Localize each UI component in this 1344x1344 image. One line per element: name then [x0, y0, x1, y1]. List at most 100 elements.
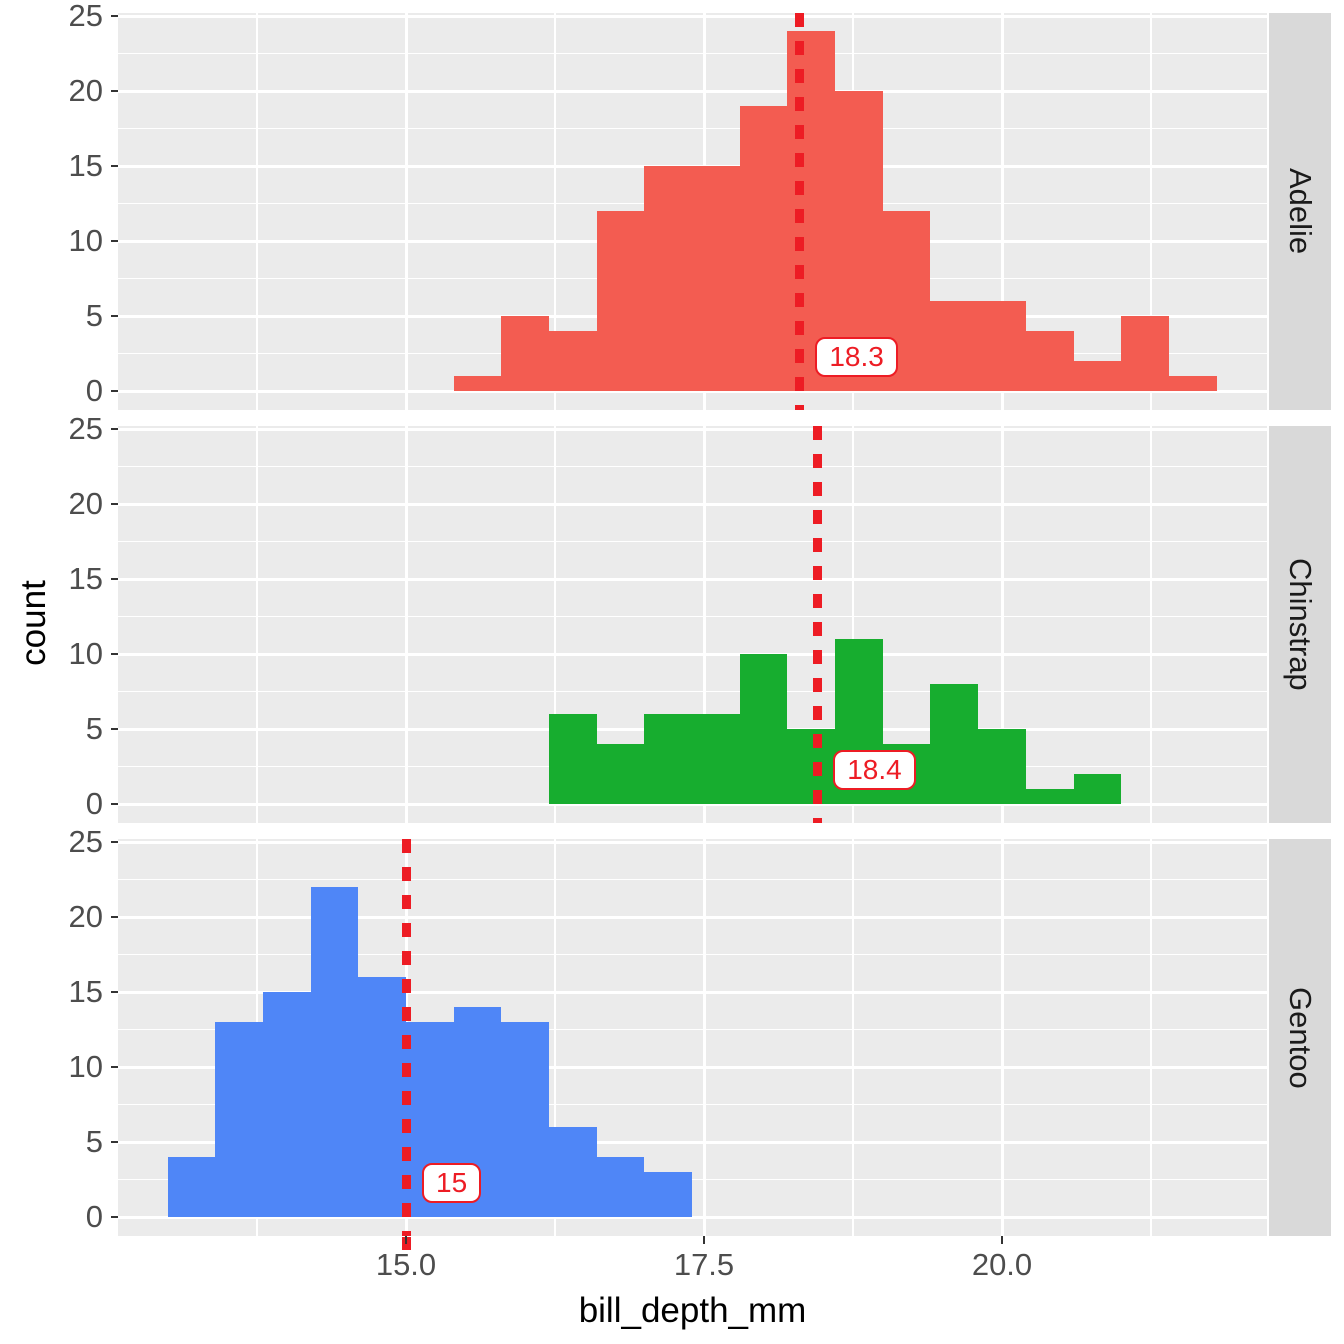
- histogram-bar: [1025, 789, 1074, 804]
- y-axis-tick-mark: [111, 14, 118, 18]
- y-tick-label: 25: [68, 0, 103, 33]
- gridline-minor: [118, 540, 1267, 543]
- gridline-major: [118, 802, 1267, 806]
- gridline-minor: [118, 1028, 1267, 1031]
- histogram-bar: [739, 654, 788, 804]
- histogram-bar: [167, 1157, 216, 1217]
- y-axis-tick-mark: [111, 577, 118, 581]
- histogram-bar: [1025, 331, 1074, 391]
- gridline-major: [404, 426, 408, 823]
- gridline-major: [118, 652, 1267, 656]
- histogram-bar: [644, 714, 693, 804]
- y-axis-tick-mark: [111, 727, 118, 731]
- histogram-bar: [358, 977, 406, 1217]
- gridline-major: [118, 502, 1267, 506]
- facet-strip-gentoo: Gentoo: [1269, 839, 1331, 1236]
- gridline-major: [702, 839, 706, 1236]
- gridline-minor: [1150, 426, 1152, 823]
- histogram-bar: [453, 376, 502, 391]
- histogram-bar: [1073, 774, 1122, 804]
- y-tick-label: 25: [68, 411, 103, 446]
- histogram-bar: [549, 331, 597, 391]
- histogram-bar: [1168, 376, 1217, 391]
- gridline-major: [118, 14, 1267, 18]
- histogram-bar: [596, 211, 645, 391]
- y-axis-tick-mark: [111, 1065, 118, 1069]
- histogram-bar: [1121, 316, 1169, 391]
- histogram-bar: [787, 729, 836, 804]
- y-tick-label: 5: [85, 711, 103, 746]
- y-axis-tick-mark: [111, 314, 118, 318]
- histogram-bar: [1073, 361, 1122, 391]
- gridline-major: [118, 1065, 1267, 1069]
- gridline-minor: [1150, 839, 1152, 1236]
- histogram-bar: [215, 1022, 263, 1217]
- gridline-minor: [554, 839, 556, 1236]
- y-axis-tick-mark: [111, 164, 118, 168]
- gridline-major: [1000, 839, 1004, 1236]
- histogram-bar: [501, 316, 550, 391]
- gridline-major: [118, 577, 1267, 581]
- y-axis-tick-mark: [111, 89, 118, 93]
- gridline-minor: [1150, 13, 1152, 410]
- gridline-minor: [118, 1103, 1267, 1106]
- histogram-bar: [692, 166, 740, 391]
- gridline-major: [118, 1215, 1267, 1219]
- gridline-minor: [118, 465, 1267, 468]
- gridline-minor: [118, 52, 1267, 55]
- median-line: [794, 13, 804, 410]
- gridline-minor: [256, 13, 258, 410]
- facet-panel-gentoo: 15: [118, 839, 1267, 1236]
- facet-panel-chinstrap: 18.4: [118, 426, 1267, 823]
- gridline-minor: [118, 953, 1267, 956]
- gridline-major: [1000, 13, 1004, 410]
- y-tick-label: 20: [68, 73, 103, 108]
- y-tick-label: 15: [68, 974, 103, 1009]
- histogram-bar: [644, 166, 693, 391]
- x-axis-title: bill_depth_mm: [578, 1291, 807, 1330]
- histogram-bar: [310, 887, 359, 1217]
- y-tick-label: 5: [85, 298, 103, 333]
- gridline-minor: [256, 426, 258, 823]
- gridline-minor: [118, 878, 1267, 881]
- y-axis-tick-mark: [111, 427, 118, 431]
- y-axis-tick-mark: [111, 239, 118, 243]
- y-tick-label: 10: [68, 1049, 103, 1084]
- y-tick-label: 25: [68, 824, 103, 859]
- histogram-bar: [262, 992, 311, 1217]
- gridline-major: [118, 427, 1267, 431]
- y-axis-tick-mark: [111, 389, 118, 393]
- y-tick-label: 20: [68, 899, 103, 934]
- y-axis-tick-mark: [111, 990, 118, 994]
- gridline-major: [118, 1140, 1267, 1144]
- gridline-major: [1000, 426, 1004, 823]
- facet-panel-adelie: 18.3: [118, 13, 1267, 410]
- gridline-major: [702, 426, 706, 823]
- histogram-bar: [549, 714, 597, 804]
- y-tick-label: 20: [68, 486, 103, 521]
- y-tick-label: 10: [68, 636, 103, 671]
- gridline-major: [118, 990, 1267, 994]
- facet-strip-label: Chinstrap: [1283, 558, 1318, 691]
- x-axis-tick-mark: [702, 1236, 706, 1244]
- facet-strip-chinstrap: Chinstrap: [1269, 426, 1331, 823]
- histogram-bar: [978, 729, 1026, 804]
- facet-strip-label: Adelie: [1283, 168, 1318, 255]
- x-tick-label: 20.0: [971, 1247, 1033, 1282]
- facet-strip-adelie: Adelie: [1269, 13, 1331, 410]
- median-line: [401, 839, 411, 1236]
- y-axis-tick-mark: [111, 1140, 118, 1144]
- y-tick-label: 0: [85, 786, 103, 821]
- y-axis-tick-mark: [111, 915, 118, 919]
- histogram-bar: [930, 301, 979, 391]
- gridline-minor: [118, 1178, 1267, 1181]
- gridline-major: [118, 840, 1267, 844]
- gridline-major: [404, 13, 408, 410]
- y-tick-label: 5: [85, 1124, 103, 1159]
- x-axis-tick-mark: [404, 1236, 408, 1244]
- gridline-minor: [852, 426, 854, 823]
- y-tick-label: 15: [68, 148, 103, 183]
- y-axis-tick-mark: [111, 840, 118, 844]
- gridline-minor: [554, 426, 556, 823]
